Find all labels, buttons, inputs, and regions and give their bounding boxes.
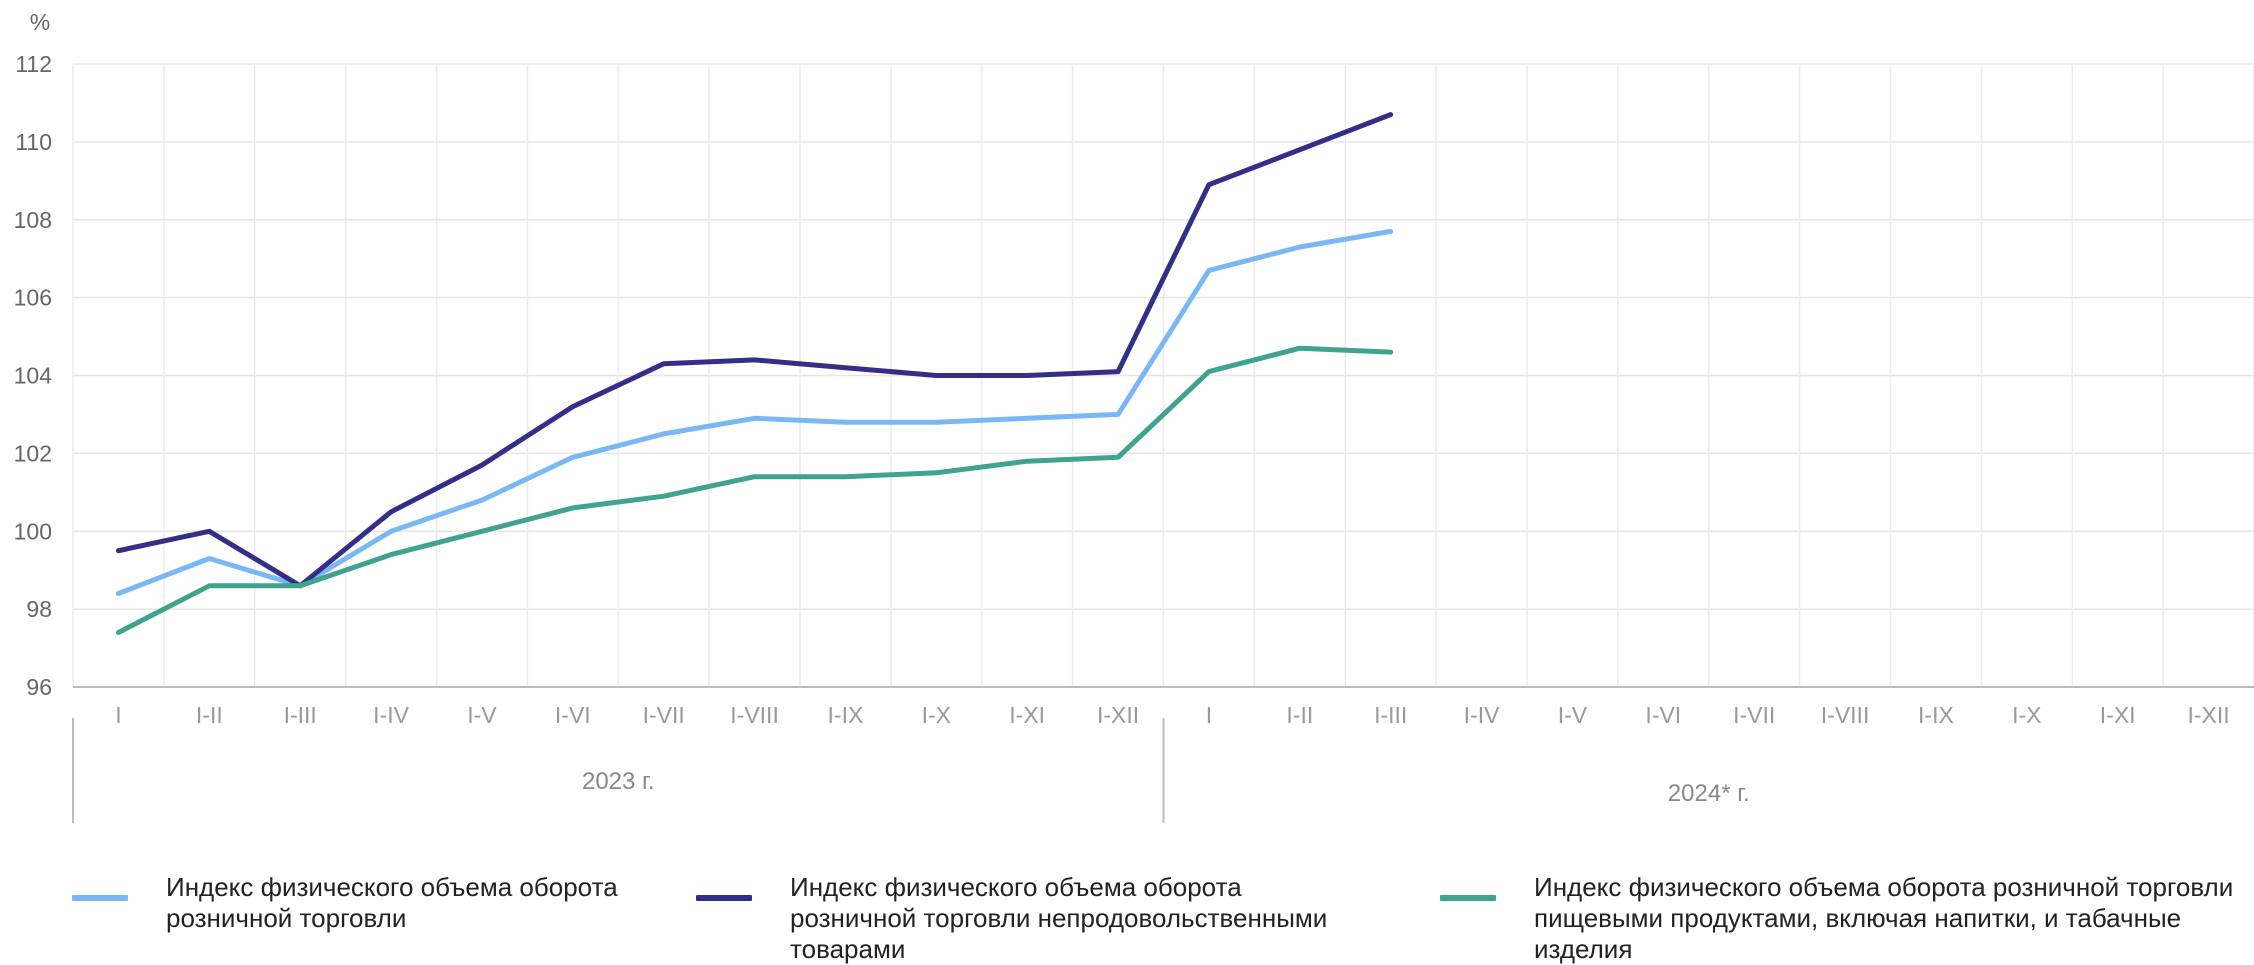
x-tick-label: I-X xyxy=(2012,702,2041,728)
legend: Индекс физического объема оборота рознич… xyxy=(0,872,2254,964)
legend-item-total: Индекс физического объема оборота рознич… xyxy=(72,872,618,934)
x-tick-label: I-IV xyxy=(373,702,409,728)
legend-label-line: розничной торговли непродовольственными xyxy=(790,903,1328,933)
legend-label-line: пищевыми продуктами, включая напитки, и … xyxy=(1534,903,2182,933)
series-lines xyxy=(115,112,1394,635)
x-tick-label: I-IX xyxy=(828,702,864,728)
x-tick-label: I-VII xyxy=(643,702,685,728)
series-line-3 xyxy=(115,345,1394,635)
x-tick-label: I-VII xyxy=(1733,702,1775,728)
x-tick-label: I-II xyxy=(1286,702,1313,728)
x-tick-label: I-II xyxy=(196,702,223,728)
x-tick-label: I-VI xyxy=(1645,702,1681,728)
x-tick-label: I-III xyxy=(284,702,317,728)
x-tick-label: I-V xyxy=(467,702,497,728)
x-tick-label: I-III xyxy=(1374,702,1407,728)
legend-item-nonfood: Индекс физического объема оборота рознич… xyxy=(696,872,1327,965)
x-tick-label: I-VIII xyxy=(1821,702,1870,728)
x-tick-label: I-VI xyxy=(555,702,591,728)
series-line-1 xyxy=(115,228,1394,596)
legend-label-line: розничной торговли xyxy=(166,903,407,933)
y-tick-label: 106 xyxy=(14,285,52,311)
x-tick-label: I-XI xyxy=(2100,702,2136,728)
x-tick-label: I-XII xyxy=(2187,702,2229,728)
y-unit-label: % xyxy=(30,9,50,35)
y-tick-label: 104 xyxy=(14,363,53,389)
legend-label-line: Индекс физического объема оборота рознич… xyxy=(1534,872,2234,902)
x-tick-label: I-VIII xyxy=(730,702,779,728)
legend-label-line: Индекс физического объема оборота xyxy=(790,872,1242,902)
y-tick-label: 102 xyxy=(14,440,52,466)
y-tick-label: 96 xyxy=(26,674,52,700)
legend-label-line: Индекс физического объема оборота xyxy=(166,872,618,902)
legend-swatch xyxy=(1440,895,1496,901)
legend-swatch xyxy=(696,895,752,901)
x-tick-label: I-IX xyxy=(1918,702,1954,728)
x-tick-label: I-IV xyxy=(1464,702,1500,728)
legend-label-line: товарами xyxy=(790,934,906,964)
x-tick-label: I-XI xyxy=(1009,702,1045,728)
group-label: 2024* г. xyxy=(1668,780,1750,807)
group-label: 2023 г. xyxy=(582,768,655,795)
series-line-2 xyxy=(115,112,1394,589)
legend-label: Индекс физического объема оборота рознич… xyxy=(1534,872,2233,965)
y-tick-label: 110 xyxy=(15,129,52,155)
legend-swatch xyxy=(72,895,128,901)
axes xyxy=(72,686,2254,823)
y-tick-label: 98 xyxy=(26,596,52,622)
y-tick-label: 100 xyxy=(14,518,52,544)
x-tick-label: I-XII xyxy=(1097,702,1139,728)
x-tick-label: I-V xyxy=(1558,702,1588,728)
grid-lines xyxy=(72,63,2254,687)
legend-label: Индекс физического объема оборота рознич… xyxy=(790,872,1327,965)
legend-item-food: Индекс физического объема оборота рознич… xyxy=(1440,872,2233,965)
x-tick-label: I-X xyxy=(922,702,951,728)
x-tick-label: I xyxy=(115,702,121,728)
legend-label-line: изделия xyxy=(1534,934,1633,964)
legend-label: Индекс физического объема оборота рознич… xyxy=(166,872,618,934)
y-tick-label: 112 xyxy=(15,51,52,77)
x-tick-label: I xyxy=(1206,702,1212,728)
y-tick-label: 108 xyxy=(14,207,52,233)
